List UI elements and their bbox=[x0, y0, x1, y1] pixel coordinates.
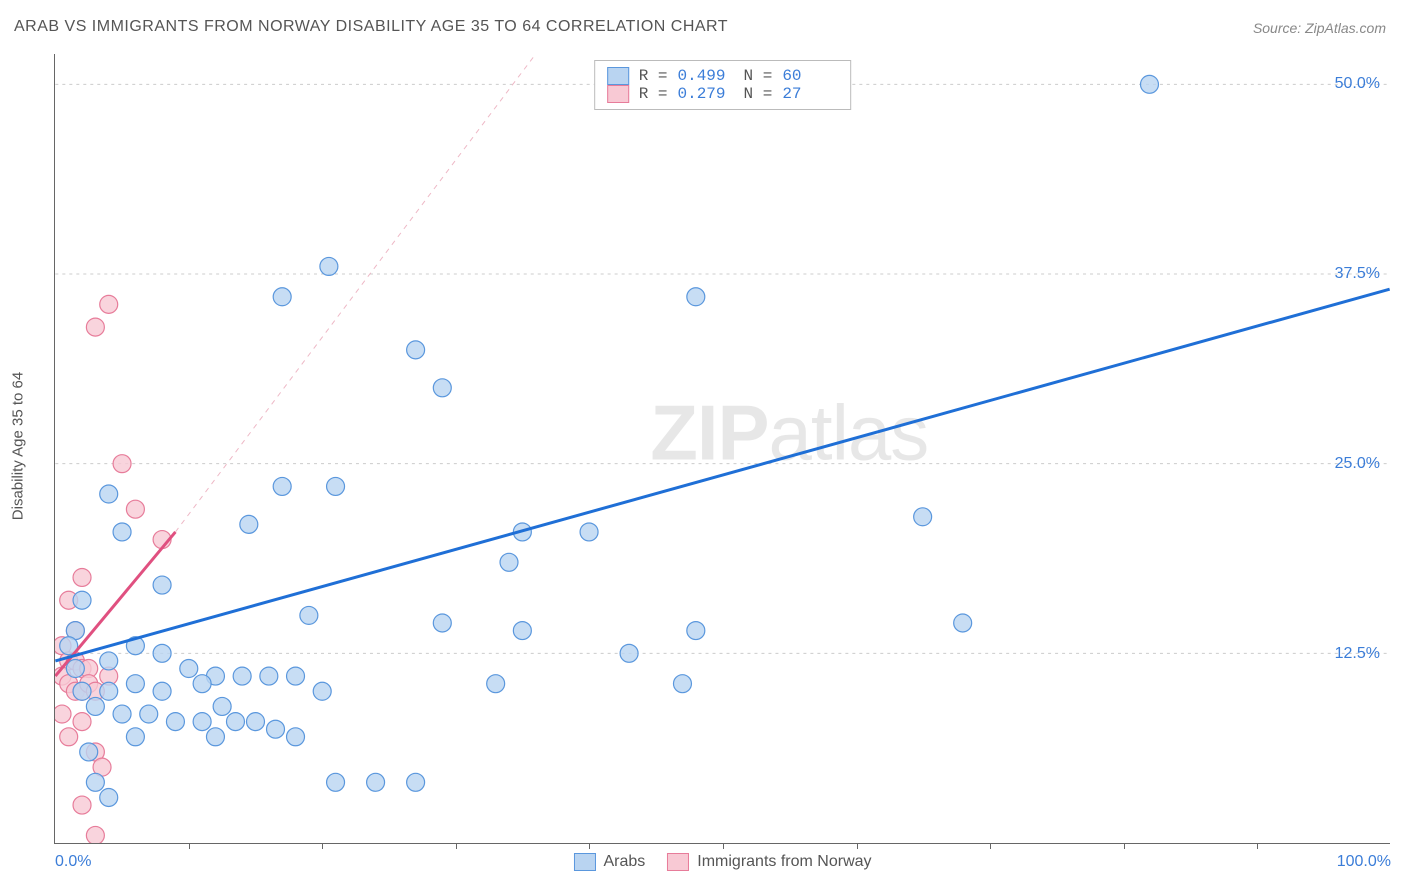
arabs-r: 0.499 bbox=[678, 67, 734, 85]
lines-layer bbox=[55, 54, 1390, 843]
x-tick-mark bbox=[1124, 843, 1125, 849]
x-tick-mark bbox=[456, 843, 457, 849]
x-tick-mark bbox=[723, 843, 724, 849]
swatch-norway-2 bbox=[667, 853, 689, 871]
y-tick-label: 50.0% bbox=[1335, 75, 1380, 93]
y-tick-label: 37.5% bbox=[1335, 265, 1380, 283]
r-label-2: R = bbox=[639, 85, 668, 103]
y-tick-label: 25.0% bbox=[1335, 455, 1380, 473]
swatch-norway bbox=[607, 85, 629, 103]
norway-n: 27 bbox=[782, 85, 838, 103]
x-tick-mark bbox=[1257, 843, 1258, 849]
chart-title: ARAB VS IMMIGRANTS FROM NORWAY DISABILIT… bbox=[14, 18, 728, 36]
x-tick-label: 0.0% bbox=[55, 853, 91, 871]
r-label: R = bbox=[639, 67, 668, 85]
source-label: Source: ZipAtlas.com bbox=[1253, 20, 1386, 36]
x-tick-mark bbox=[857, 843, 858, 849]
swatch-arabs-2 bbox=[573, 853, 595, 871]
x-tick-mark bbox=[322, 843, 323, 849]
plot-area: ZIPatlas R = 0.499 N = 60 R = 0.279 N = … bbox=[54, 54, 1390, 844]
n-label-2: N = bbox=[744, 85, 773, 103]
swatch-arabs bbox=[607, 67, 629, 85]
correlation-legend: R = 0.499 N = 60 R = 0.279 N = 27 bbox=[594, 60, 852, 110]
x-tick-mark bbox=[189, 843, 190, 849]
x-tick-mark bbox=[990, 843, 991, 849]
series-legend: Arabs Immigrants from Norway bbox=[565, 853, 879, 871]
y-axis-label: Disability Age 35 to 64 bbox=[10, 372, 27, 520]
arabs-label: Arabs bbox=[603, 853, 645, 871]
n-label: N = bbox=[744, 67, 773, 85]
x-tick-label: 100.0% bbox=[1337, 853, 1391, 871]
norway-r: 0.279 bbox=[678, 85, 734, 103]
x-tick-mark bbox=[589, 843, 590, 849]
arabs-n: 60 bbox=[782, 67, 838, 85]
y-tick-label: 12.5% bbox=[1335, 645, 1380, 663]
norway-label: Immigrants from Norway bbox=[697, 853, 871, 871]
